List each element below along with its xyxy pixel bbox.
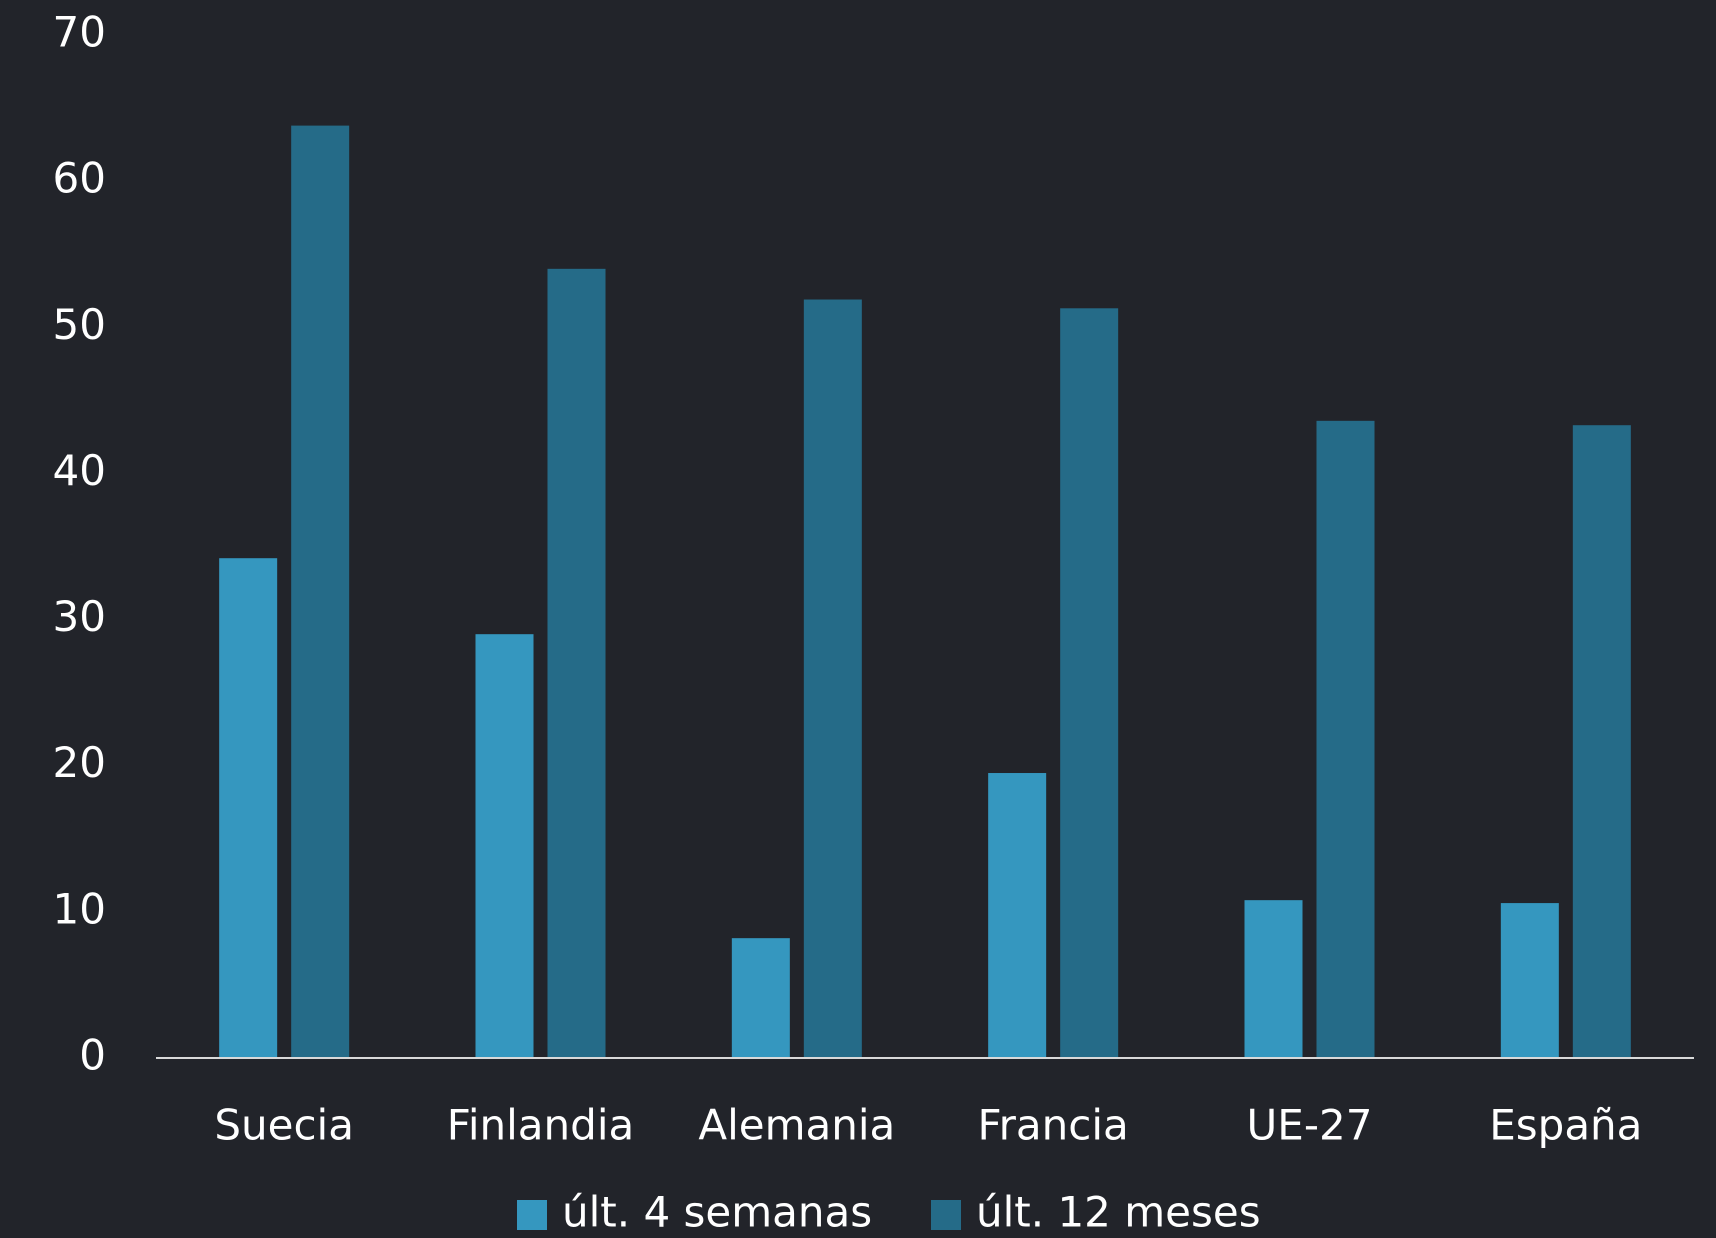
- y-tick-label: 30: [53, 592, 106, 641]
- bar: [1316, 420, 1375, 1058]
- y-tick-label: 10: [53, 884, 106, 933]
- bar: [219, 558, 278, 1058]
- y-tick-label: 40: [53, 446, 106, 495]
- bar: [1572, 425, 1631, 1058]
- bar: [1060, 308, 1119, 1059]
- x-tick-label: Alemania: [698, 1101, 895, 1150]
- legend-label: últ. 4 semanas: [562, 1188, 872, 1237]
- bar: [291, 125, 350, 1058]
- x-tick-label: Suecia: [214, 1101, 354, 1150]
- x-tick-label: UE-27: [1247, 1101, 1373, 1150]
- bar: [988, 773, 1047, 1058]
- y-tick-label: 70: [53, 8, 106, 57]
- bar: [547, 268, 606, 1058]
- legend-swatch: [931, 1200, 961, 1230]
- bar: [1500, 903, 1559, 1058]
- legend-label: últ. 12 meses: [976, 1188, 1261, 1237]
- x-tick-label: Francia: [978, 1101, 1129, 1150]
- y-tick-label: 60: [53, 154, 106, 203]
- bar: [475, 634, 534, 1058]
- bar: [731, 938, 790, 1058]
- bar: [803, 299, 862, 1059]
- y-tick-label: 0: [79, 1031, 106, 1080]
- x-tick-label: España: [1489, 1101, 1642, 1150]
- legend-swatch: [517, 1200, 547, 1230]
- y-tick-label: 50: [53, 300, 106, 349]
- y-tick-label: 20: [53, 738, 106, 787]
- x-tick-label: Finlandia: [447, 1101, 634, 1150]
- bar: [1244, 900, 1303, 1058]
